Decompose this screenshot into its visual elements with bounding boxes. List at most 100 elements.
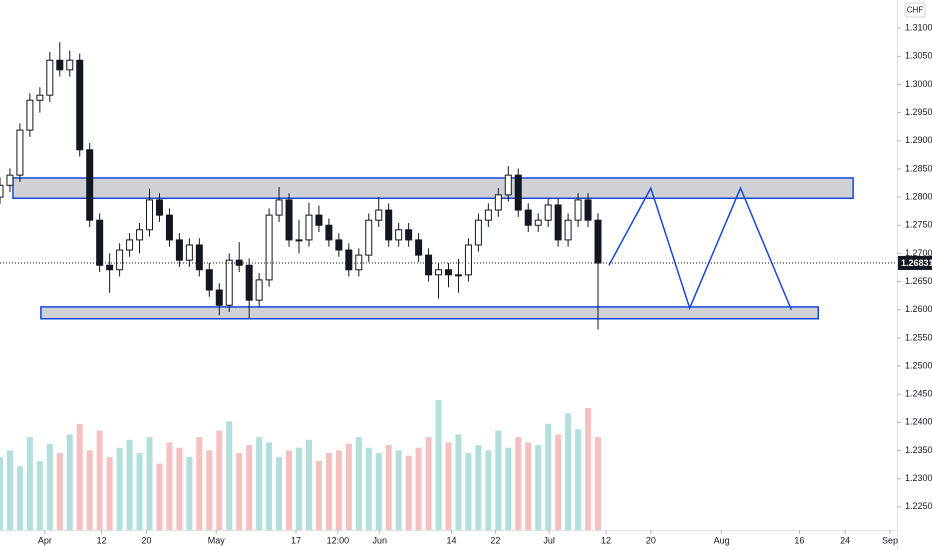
candle-body xyxy=(146,199,153,231)
volume-bar xyxy=(66,434,73,530)
volume-bar xyxy=(46,443,53,530)
volume-bar xyxy=(236,453,243,530)
volume-bar xyxy=(16,466,23,530)
candle-body xyxy=(185,244,193,261)
x-tick-label: Jun xyxy=(372,535,387,545)
candle-body xyxy=(106,264,114,271)
candle-body xyxy=(584,199,592,221)
volume-bar xyxy=(375,453,382,530)
candle-body xyxy=(445,269,452,276)
candle-body xyxy=(524,209,532,226)
candle-body xyxy=(365,219,373,256)
volume-bar xyxy=(575,429,582,530)
candle-body xyxy=(345,249,353,271)
y-tick-label: 1.28500 xyxy=(905,163,932,173)
volume-bar xyxy=(435,400,442,530)
candle-body xyxy=(315,214,323,226)
candle-body xyxy=(594,219,602,264)
volume-bar xyxy=(395,450,402,530)
volume-bar xyxy=(136,453,143,530)
currency: CHF xyxy=(907,6,924,15)
candle-body xyxy=(395,229,403,241)
x-tick-label: Aug xyxy=(714,535,730,545)
volume-bar xyxy=(595,437,601,530)
x-tick-label: 12:00 xyxy=(327,535,350,545)
y-tick-label: 1.23500 xyxy=(905,445,932,455)
candle-body xyxy=(464,244,472,276)
volume-bar xyxy=(26,437,33,530)
candle-body xyxy=(6,174,14,186)
volume-bar xyxy=(415,447,422,530)
candle-body xyxy=(116,249,124,271)
y-tick-label: 1.30000 xyxy=(905,79,932,89)
volume-bar xyxy=(565,413,572,530)
x-tick-label: 20 xyxy=(142,535,152,545)
candle-body xyxy=(375,209,383,221)
volume-bar xyxy=(355,437,362,530)
candle-body xyxy=(275,199,283,216)
volume-bar xyxy=(36,461,43,530)
y-tick-label: 1.25000 xyxy=(905,360,932,370)
volume-bar xyxy=(315,461,322,530)
volume-bar xyxy=(246,445,253,530)
candle-body xyxy=(16,129,24,176)
x-tick-label: Sep xyxy=(882,535,898,545)
volume-bar xyxy=(146,437,153,530)
candle-body xyxy=(454,274,462,277)
y-tick-label: 1.22500 xyxy=(905,501,932,511)
candle-body xyxy=(46,59,54,96)
candle-body xyxy=(415,239,423,256)
volume-bar xyxy=(126,439,133,530)
currency-badge xyxy=(904,2,926,18)
candle-body xyxy=(534,219,542,226)
candle-body xyxy=(56,59,64,71)
x-tick-label: Jul xyxy=(543,535,555,545)
last-price-badge xyxy=(898,255,932,270)
projection-path xyxy=(608,186,793,311)
volume-bar xyxy=(465,453,472,530)
candle-body xyxy=(295,239,303,242)
volume-bar xyxy=(325,453,332,530)
volume-bar xyxy=(266,442,273,530)
candle-body xyxy=(484,209,492,221)
x-tick-label: 17 xyxy=(291,535,301,545)
candle-body xyxy=(155,199,163,216)
volume-bar xyxy=(86,450,93,530)
volume-bar xyxy=(505,447,512,530)
candle-body xyxy=(574,199,582,221)
candle-body xyxy=(136,229,144,241)
candle-body xyxy=(504,174,512,196)
volume-bar xyxy=(425,437,432,530)
volume-bar xyxy=(176,447,183,530)
volume-bar xyxy=(475,445,482,530)
volume-bar xyxy=(226,421,233,530)
volume-bar xyxy=(106,457,113,530)
volume-bar xyxy=(405,455,412,530)
x-tick-label: 24 xyxy=(840,535,850,545)
y-tick-label: 1.25500 xyxy=(905,332,932,342)
candle-body xyxy=(355,254,363,271)
volume-bar xyxy=(186,457,193,530)
volume-bar xyxy=(156,463,163,530)
x-tick-label: Apr xyxy=(38,535,52,545)
candle-body xyxy=(554,204,562,241)
candle-body xyxy=(285,199,293,241)
volume-bar xyxy=(455,434,462,530)
y-tick-label: 1.24500 xyxy=(905,389,932,399)
candle-body xyxy=(126,239,134,251)
x-tick-label: 22 xyxy=(490,535,500,545)
candle-body xyxy=(36,94,44,101)
volume-bar xyxy=(335,450,342,530)
price-zone xyxy=(40,306,820,320)
volume-bar xyxy=(555,434,562,530)
x-tick-label: 16 xyxy=(794,535,804,545)
volume-bar xyxy=(56,453,63,530)
candle-body xyxy=(255,279,263,301)
volume-bar xyxy=(206,450,213,530)
volume-bar xyxy=(96,430,103,530)
candle-body xyxy=(564,219,572,241)
volume-bar xyxy=(116,447,123,530)
candle-body xyxy=(215,289,223,306)
x-tick-label: 12 xyxy=(601,535,611,545)
candle-body xyxy=(514,174,522,211)
